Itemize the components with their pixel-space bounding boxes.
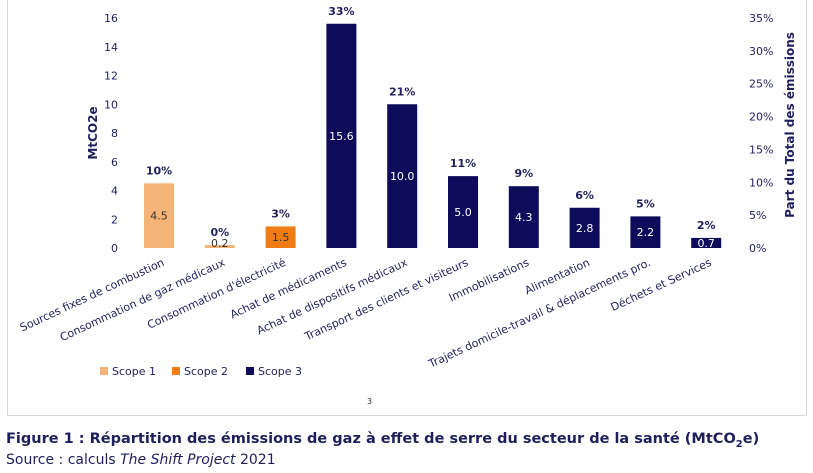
- y-tick-label: 10: [104, 98, 118, 111]
- bar-percent-label: 21%: [389, 85, 415, 98]
- chart-frame: [7, 0, 807, 416]
- bar: [448, 176, 478, 248]
- bar-chart: 0 2 4 6 8 10 12 14 16 MtCO2e 0% 5% 10% 15% 20% 25% 30% 35…: [18, 5, 797, 378]
- bar-percent-label: 2%: [697, 219, 716, 232]
- source-note: Source : calculs The Shift Project 2021: [6, 452, 276, 468]
- bar-percent-label: 9%: [514, 167, 533, 180]
- bar: [691, 237, 722, 248]
- bar-value-label: 4.5: [150, 210, 168, 223]
- y2-tick-label: 0%: [749, 242, 766, 255]
- caption-subscript: 2: [735, 438, 743, 450]
- bar: [387, 104, 418, 248]
- caption-text: Figure 1 : Répartition des émissions de …: [6, 431, 736, 447]
- bar: [569, 207, 600, 248]
- y-tick-label: 8: [111, 127, 118, 140]
- bar-percent-label: 5%: [636, 197, 655, 210]
- bar-percent-label: 11%: [450, 157, 476, 170]
- y2-tick-label: 20%: [749, 111, 773, 124]
- y2-tick-label: 10%: [749, 176, 773, 189]
- bar-percent-label: 3%: [271, 207, 290, 220]
- y2-axis-title: Part du Total des émissions: [783, 32, 797, 218]
- y-tick-label: 16: [104, 12, 118, 25]
- bar-value-label: 0.7: [697, 237, 715, 250]
- y-axis-title: MtCO2e: [86, 106, 100, 159]
- bar-percent-label: 33%: [328, 5, 354, 18]
- bar-value-label: 2.2: [637, 226, 655, 239]
- bar-percent-label: 6%: [575, 189, 594, 202]
- y-tick-label: 4: [111, 185, 118, 198]
- bar: [508, 186, 539, 248]
- bar-value-label: 4.3: [515, 211, 533, 224]
- bar-percent-label: 0%: [210, 226, 229, 239]
- caption-suffix: e): [742, 431, 760, 447]
- y2-tick-label: 35%: [749, 12, 773, 25]
- legend-label: Scope 1: [112, 365, 156, 378]
- x-category-label: Déchets et Services: [609, 256, 714, 314]
- y2-tick-label: 25%: [749, 78, 773, 91]
- page-number: 3: [367, 397, 373, 406]
- legend-swatch: [172, 367, 180, 375]
- bar-value-label: 5.0: [454, 206, 472, 219]
- bar-percent-label: 10%: [146, 164, 172, 177]
- legend-label: Scope 3: [258, 365, 302, 378]
- legend-swatch: [100, 367, 108, 375]
- source-italic: The Shift Project: [120, 452, 236, 468]
- y-tick-label: 14: [104, 41, 118, 54]
- bar: [204, 245, 235, 248]
- bar: [265, 226, 296, 248]
- source-suffix: 2021: [235, 452, 276, 468]
- y-tick-label: 12: [104, 70, 118, 83]
- y-tick-label: 2: [111, 213, 118, 226]
- y-tick-label: 6: [111, 156, 118, 169]
- x-category-label: Trajets domicile-travail & déplacements …: [426, 256, 653, 371]
- bar-value-label: 1.5: [272, 231, 290, 244]
- y2-tick-label: 15%: [749, 143, 773, 156]
- legend-swatch: [246, 367, 254, 375]
- y2-tick-label: 5%: [749, 209, 766, 222]
- bar-value-label: 0.2: [211, 237, 229, 250]
- y2-tick-label: 30%: [749, 45, 773, 58]
- bar: [144, 183, 174, 248]
- y-tick-label: 0: [111, 242, 118, 255]
- source-prefix: Source : calculs: [6, 452, 121, 468]
- bar: [326, 23, 357, 248]
- bar-value-label: 10.0: [390, 170, 415, 183]
- bar-value-label: 15.6: [329, 130, 354, 143]
- legend-label: Scope 2: [184, 365, 228, 378]
- bar-value-label: 2.8: [576, 222, 594, 235]
- bar: [630, 216, 661, 248]
- figure-caption: Figure 1 : Répartition des émissions de …: [6, 431, 759, 450]
